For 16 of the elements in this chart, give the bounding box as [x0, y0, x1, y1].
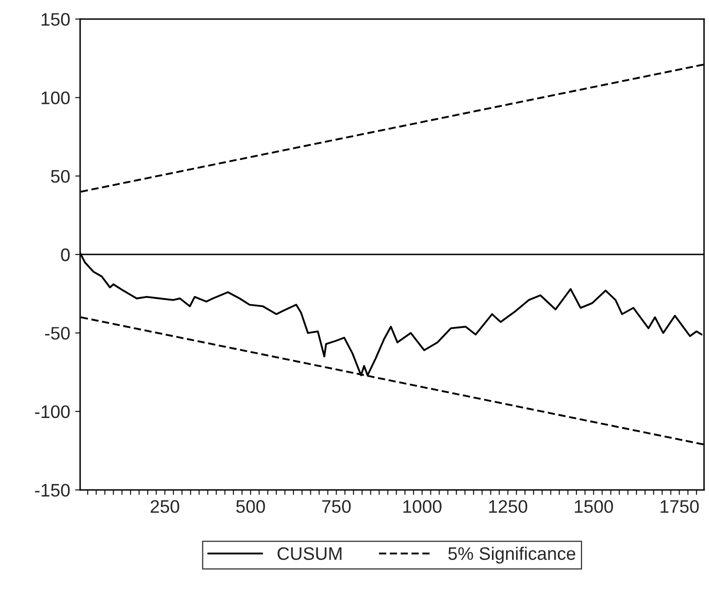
x-tick-label: 1500 — [574, 500, 613, 513]
legend-label: 5% Significance — [448, 546, 576, 564]
x-tick-label: 1000 — [403, 500, 442, 513]
x-tick-label: 750 — [322, 500, 351, 513]
y-tick-label: 0 — [61, 248, 70, 262]
y-tick-label: 50 — [51, 170, 70, 183]
x-tick-label: 500 — [236, 500, 265, 513]
x-tick-label: 1750 — [660, 500, 699, 513]
x-tick-label: 250 — [150, 500, 180, 513]
y-tick-label: -50 — [45, 326, 70, 340]
legend-label: CUSUM — [278, 547, 342, 560]
y-tick-label: 150 — [42, 13, 70, 26]
x-tick-label: 1250 — [489, 500, 528, 513]
y-tick-label: 100 — [42, 91, 70, 104]
y-tick-label: -150 — [35, 484, 70, 497]
y-tick-label: -100 — [35, 405, 70, 418]
